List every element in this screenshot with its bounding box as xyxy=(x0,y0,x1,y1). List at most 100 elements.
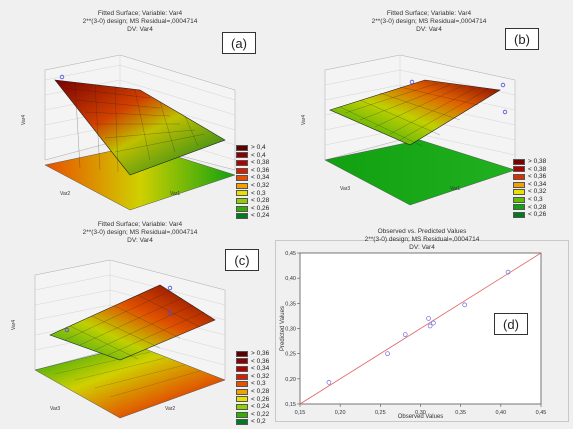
legend-swatch xyxy=(236,358,248,365)
legend-swatch xyxy=(513,166,525,173)
y-axis-label: Predicted Values xyxy=(280,306,286,351)
fit-line xyxy=(299,252,542,405)
panel-b-title-3: DV: Var4 xyxy=(416,26,442,33)
legend-label: < 0,26 xyxy=(251,395,270,403)
legend-swatch xyxy=(236,197,248,204)
legend-label: < 0,28 xyxy=(528,203,547,211)
legend-swatch xyxy=(236,365,248,372)
legend-swatch xyxy=(236,373,248,380)
panel-c-tag: (c) xyxy=(225,249,259,271)
x-tick-label: 0,20 xyxy=(335,410,346,416)
legend-item: > 0,4 xyxy=(236,144,269,152)
panel-b-legend: > 0,38 < 0,38 < 0,36 < 0,34 < 0,32 < 0,3 < 0,2… xyxy=(513,158,546,219)
legend-swatch xyxy=(236,381,248,388)
panel-b-surface-plot: Var4 Var3 Var1 xyxy=(301,54,516,206)
legend-item: < 0,3 xyxy=(513,196,546,204)
x-tick-label: 0,15 xyxy=(295,410,306,416)
legend-swatch xyxy=(236,350,248,357)
legend-label: < 0,3 xyxy=(528,195,543,203)
data-point xyxy=(462,302,468,308)
legend-item: < 0,24 xyxy=(236,403,269,411)
panel-d-title-3: DV: Var4 xyxy=(409,244,435,251)
legend-label: < 0,36 xyxy=(528,173,547,181)
legend-swatch xyxy=(236,396,248,403)
y-tick-label: 0,35 xyxy=(285,301,296,307)
legend-swatch xyxy=(236,175,248,182)
legend-swatch xyxy=(236,403,248,410)
legend-item: < 0,28 xyxy=(513,204,546,212)
panel-c: Fitted Surface; Variable: Var4 2**(3-0) … xyxy=(0,221,280,429)
x-tick-label: 0,25 xyxy=(375,410,386,416)
panel-c-surface-plot: Var4 Var3 Var2 xyxy=(11,259,226,419)
legend-label: < 0,34 xyxy=(251,365,270,373)
legend-label: < 0,28 xyxy=(251,387,270,395)
legend-item: < 0,32 xyxy=(513,188,546,196)
panel-a-surface-plot: Var4 Var2 Var1 xyxy=(21,54,236,211)
panel-c-title-2: 2**(3-0) design; MS Residual=,0004714 xyxy=(82,229,198,236)
legend-label: < 0,2 xyxy=(251,418,266,426)
legend-item: < 0,26 xyxy=(236,205,269,213)
panel-b-y-label: Var1 xyxy=(450,186,460,192)
x-tick-label: 0,30 xyxy=(415,410,426,416)
legend-swatch xyxy=(513,189,525,196)
panel-b-tag: (b) xyxy=(505,28,539,50)
legend-swatch xyxy=(236,144,248,151)
legend-swatch xyxy=(513,181,525,188)
data-point xyxy=(505,269,511,275)
legend-label: < 0,28 xyxy=(251,197,270,205)
legend-label: < 0,38 xyxy=(528,165,547,173)
legend-item: < 0,28 xyxy=(236,388,269,396)
data-point xyxy=(385,351,390,357)
legend-swatch xyxy=(236,182,248,189)
legend-item: < 0,34 xyxy=(513,181,546,189)
y-tick-label: 0,45 xyxy=(285,251,296,257)
legend-label: < 0,24 xyxy=(251,403,270,411)
y-tick-label: 0,20 xyxy=(285,377,296,383)
panel-c-title-3: DV: Var4 xyxy=(127,237,153,244)
panel-a-tag: (a) xyxy=(222,32,256,54)
panel-c-legend: > 0,36 < 0,36 < 0,34 < 0,32 < 0,3 < 0,28 < 0,2… xyxy=(236,350,269,426)
panel-c-title-1: Fitted Surface; Variable: Var4 xyxy=(97,221,183,228)
panel-a-legend: > 0,4 < 0,4 < 0,38 < 0,36 < 0,34 < 0,32 < 0,3 <… xyxy=(236,144,269,220)
legend-label: < 0,22 xyxy=(251,410,270,418)
y-tick-label: 0,15 xyxy=(285,402,296,408)
legend-item: < 0,32 xyxy=(236,373,269,381)
panel-c-z-label: Var4 xyxy=(11,320,17,330)
legend-label: < 0,26 xyxy=(251,204,270,212)
x-tick-label: 0,35 xyxy=(455,410,466,416)
x-axis-label: Observed Values xyxy=(398,414,444,420)
panel-d-title-1: Observed vs. Predicted Values xyxy=(377,228,467,235)
legend-swatch xyxy=(513,204,525,211)
legend-label: > 0,36 xyxy=(251,350,270,357)
data-point xyxy=(326,380,332,385)
legend-item: > 0,36 xyxy=(236,350,269,358)
legend-label: > 0,4 xyxy=(251,144,266,151)
y-tick-label: 0,25 xyxy=(285,352,296,358)
panel-a-y-label: Var1 xyxy=(170,191,180,197)
legend-label: < 0,34 xyxy=(251,174,270,182)
legend-item: > 0,38 xyxy=(513,158,546,166)
legend-label: < 0,38 xyxy=(251,159,270,167)
legend-swatch xyxy=(236,213,248,220)
legend-label: < 0,32 xyxy=(528,188,547,196)
legend-swatch xyxy=(513,173,525,180)
legend-swatch xyxy=(513,158,525,165)
x-tick-label: 0,40 xyxy=(495,410,506,416)
panel-c-y-label: Var2 xyxy=(165,406,175,412)
panel-a-z-label: Var4 xyxy=(21,115,27,125)
legend-swatch xyxy=(513,211,525,218)
legend-label: < 0,3 xyxy=(251,380,266,388)
legend-label: < 0,36 xyxy=(251,357,270,365)
panel-b-title-2: 2**(3-0) design; MS Residual=,0004714 xyxy=(371,18,487,25)
legend-item: < 0,28 xyxy=(236,197,269,205)
legend-swatch xyxy=(236,388,248,395)
legend-item: < 0,24 xyxy=(236,212,269,220)
legend-item: < 0,3 xyxy=(236,190,269,198)
legend-swatch xyxy=(236,205,248,212)
y-tick-label: 0,30 xyxy=(285,327,296,333)
legend-label: < 0,32 xyxy=(251,372,270,380)
legend-item: < 0,3 xyxy=(236,380,269,388)
panel-b: Fitted Surface; Variable: Var4 2**(3-0) … xyxy=(285,0,573,225)
x-tick-label: 0,45 xyxy=(536,410,547,416)
legend-item: < 0,38 xyxy=(236,159,269,167)
